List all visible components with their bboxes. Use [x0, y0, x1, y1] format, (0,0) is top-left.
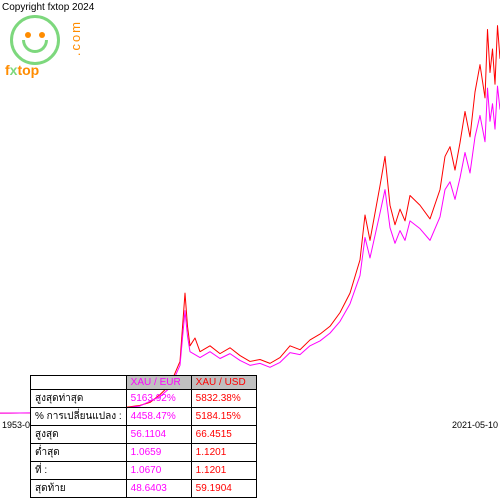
- table-row: สูงสุด56.110466.4515: [31, 426, 257, 444]
- x-axis-end: 2021-05-10: [452, 420, 498, 430]
- table-cell: 5163.92%: [126, 390, 191, 408]
- col-header: XAU / USD: [191, 376, 256, 390]
- table-row: % การเปลี่ยนแปลง :4458.47%5184.15%: [31, 408, 257, 426]
- table-cell: 5832.38%: [191, 390, 256, 408]
- table-cell: 1.0670: [126, 462, 191, 480]
- table-cell: 59.1904: [191, 480, 256, 498]
- table-row: สุดท้าย48.640359.1904: [31, 480, 257, 498]
- table-cell: 1.1201: [191, 462, 256, 480]
- logo-face-icon: [10, 15, 60, 65]
- table-cell: 48.6403: [126, 480, 191, 498]
- data-table: XAU / EUR XAU / USD สูงสุดท่าสุด5163.92%…: [30, 375, 257, 498]
- table-row: ต่ำสุด1.06591.1201: [31, 444, 257, 462]
- price-chart: [0, 10, 500, 420]
- table-cell: 1.0659: [126, 444, 191, 462]
- table-row: สูงสุดท่าสุด5163.92%5832.38%: [31, 390, 257, 408]
- table-cell: 56.1104: [126, 426, 191, 444]
- fxtop-logo: [10, 15, 60, 65]
- table-cell: 1.1201: [191, 444, 256, 462]
- table-header: XAU / EUR XAU / USD: [31, 376, 257, 390]
- table-cell: 4458.47%: [126, 408, 191, 426]
- col-header: XAU / EUR: [126, 376, 191, 390]
- table-row: ที่ :1.06701.1201: [31, 462, 257, 480]
- table-cell: 5184.15%: [191, 408, 256, 426]
- copyright-text: Copyright fxtop 2024: [2, 2, 94, 13]
- table-cell: 66.4515: [191, 426, 256, 444]
